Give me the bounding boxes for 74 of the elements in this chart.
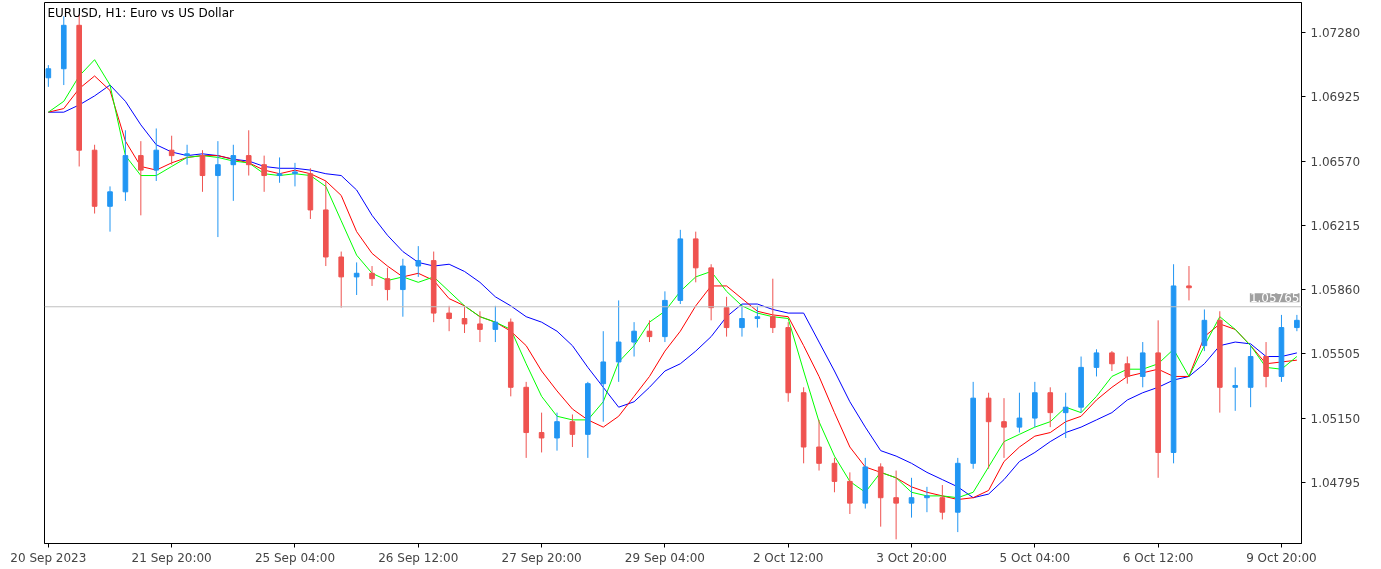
candlestick [831,457,838,493]
candlestick [477,310,483,343]
candlestick [45,64,52,88]
y-tick-label: 1.04795 [1310,475,1361,490]
candlestick [184,144,190,166]
y-tick-label: 1.06570 [1310,154,1361,169]
y-tick-label: 1.06925 [1310,90,1361,105]
candlestick [276,156,283,184]
candlestick [369,265,375,287]
candlestick [215,140,221,238]
candlestick [1263,341,1269,388]
chart-title: EURUSD, H1: Euro vs US Dollar [47,5,234,20]
candlestick [415,245,422,278]
candlestick [1093,348,1100,377]
candlestick [908,477,915,519]
candlestick [924,486,930,513]
candlestick [1232,366,1239,412]
candlestick [1124,356,1131,385]
candlestick [199,149,206,193]
candlestick [1047,386,1054,428]
candlestick [1294,314,1300,332]
candlestick [338,251,345,309]
candlestick [754,305,761,329]
x-tick-label: 5 Oct 04:00 [999,550,1071,565]
candlestick [1139,341,1146,388]
y-tick-label: 1.05505 [1310,347,1361,362]
candlestick [723,296,730,338]
candlestick [138,140,144,216]
candlestick [461,305,468,334]
ref-line-label: 1.05765 [1249,291,1300,306]
candlestick [292,162,298,187]
candlestick [230,144,237,202]
candlestick [569,413,576,448]
candlestick [446,305,452,332]
candlestick [1062,392,1069,439]
x-tick-label: 3 Oct 20:00 [876,550,947,565]
y-tick-label: 1.06215 [1310,218,1361,233]
x-tick-label: 26 Sep 12:00 [378,550,459,565]
candlestick [600,330,607,423]
candlestick [168,135,175,166]
candlestick [816,419,822,472]
candlestick [261,155,267,193]
candlestick [631,321,637,358]
x-tick-label: 21 Sep 20:00 [131,550,212,565]
candlestick [554,412,560,452]
candlestick [1109,350,1115,372]
candlestick [1016,392,1023,434]
candlestick [1001,397,1007,459]
x-tick-label: 20 Sep 2023 [10,550,87,565]
x-tick-label: 29 Sep 04:00 [624,550,705,565]
candlestick [245,129,252,177]
x-tick-label: 6 Oct 12:00 [1122,550,1194,565]
candlestick [847,471,853,515]
candlestick [893,470,899,540]
candlestick [1186,265,1192,301]
candlestick [353,261,360,296]
x-tick-label: 2 Oct 12:00 [752,550,824,565]
x-tick-label: 9 Oct 20:00 [1246,550,1317,565]
candlestick [107,185,113,233]
candlestick [769,278,776,334]
y-tick-label: 1.05150 [1310,411,1361,426]
y-tick-label: 1.05860 [1310,283,1361,298]
candlestick [939,484,946,520]
candlestick [492,305,499,343]
candlestick [400,258,406,318]
candlestick [153,127,160,182]
candlestick [739,305,745,338]
x-tick-label: 25 Sep 04:00 [254,550,336,565]
x-tick-label: 27 Sep 20:00 [501,550,582,565]
y-tick-label: 1.07280 [1310,26,1361,41]
candlestick [615,299,622,383]
candlestick [538,412,545,453]
candlestick [384,267,391,301]
candlestick [985,392,992,470]
